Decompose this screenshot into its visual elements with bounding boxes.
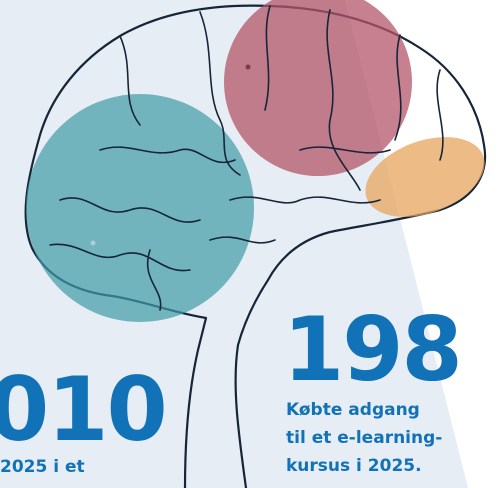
stat-caption: 2025 i et [0, 457, 85, 477]
stat-caption: kursus i 2025. [286, 456, 422, 476]
dot [91, 241, 96, 246]
stat-caption: til et e-learning- [286, 428, 442, 448]
stat-caption: Købte adgang [286, 400, 420, 420]
stat-number: 198 [283, 298, 461, 401]
dot [246, 65, 251, 70]
stat-number: 010 [0, 358, 166, 461]
infographic: 010 2025 i et 198 Købte adgang til et e-… [0, 0, 499, 488]
